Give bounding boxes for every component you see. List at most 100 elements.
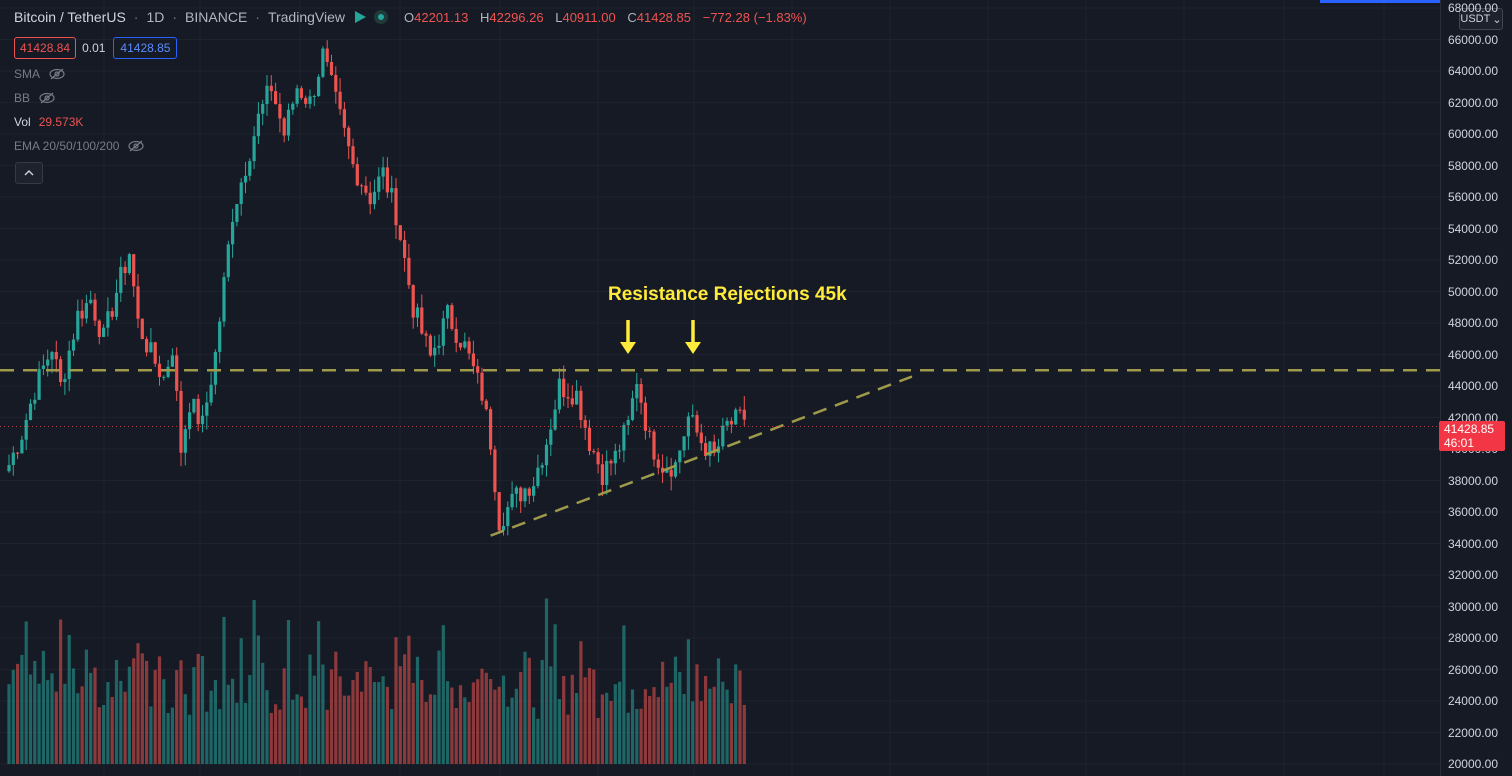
volume-bar	[170, 707, 174, 764]
volume-bar	[278, 709, 282, 764]
candle-body	[471, 353, 475, 367]
candle-body	[7, 464, 11, 472]
volume-bar	[501, 675, 506, 764]
volume-bar	[261, 662, 265, 764]
candle-body	[575, 390, 579, 405]
volume-bar	[544, 598, 549, 764]
candle-body	[351, 146, 355, 165]
symbol-name[interactable]: Bitcoin / TetherUS	[14, 9, 126, 25]
volume-bar	[596, 718, 600, 764]
volume-bar	[347, 695, 351, 764]
indicator-volume[interactable]: Vol 29.573K	[14, 115, 83, 129]
volume-bar	[510, 697, 514, 764]
volume-bar	[153, 669, 157, 764]
interval-label[interactable]: 1D	[146, 9, 165, 25]
candle-body	[364, 185, 368, 193]
indicator-volume-value: 29.573K	[38, 115, 84, 129]
volume-bar	[196, 653, 200, 764]
volume-bar	[351, 680, 355, 764]
currency-select[interactable]: USDT ⌄	[1459, 8, 1503, 30]
candle-body	[695, 415, 699, 433]
volume-bar	[446, 681, 450, 764]
resistance-annotation[interactable]: Resistance Rejections 45k	[608, 284, 847, 305]
volume-bar	[360, 691, 364, 764]
candle-body	[80, 310, 84, 319]
candle-body	[665, 469, 669, 473]
candle-body	[398, 225, 402, 240]
candle-body	[622, 425, 626, 451]
price-axis-label: 58000.00	[1447, 158, 1498, 173]
volume-bar	[433, 694, 437, 764]
collapse-legend-button[interactable]	[15, 162, 43, 184]
volume-bar	[102, 704, 106, 764]
price-axis-label: 60000.00	[1447, 127, 1498, 141]
volume-bar	[540, 660, 544, 764]
flag-icon[interactable]	[355, 11, 366, 23]
candle-body	[738, 409, 742, 411]
candle-body	[24, 419, 28, 440]
volume-bar	[471, 682, 475, 764]
candle-body	[71, 339, 76, 351]
volume-bar	[162, 679, 166, 764]
volume-bar	[308, 654, 312, 764]
volume-bar	[364, 661, 368, 764]
buy-price-button[interactable]: 41428.85	[113, 37, 178, 59]
eye-hidden-icon[interactable]	[127, 140, 145, 152]
last-price-value: 41428.85	[1444, 422, 1495, 436]
volume-bar	[566, 714, 570, 764]
candle-body	[523, 488, 527, 502]
volume-bar	[80, 686, 84, 764]
volume-bar	[145, 660, 149, 764]
volume-bar	[97, 707, 101, 764]
indicator-bb-label: BB	[14, 91, 31, 105]
candle-body	[188, 412, 192, 430]
market-status-icon[interactable]	[374, 10, 388, 24]
price-axis-label: 48000.00	[1447, 316, 1498, 330]
volume-bar	[175, 670, 179, 764]
candle-body	[252, 136, 256, 162]
candle-body	[218, 321, 222, 352]
volume-bar	[222, 616, 226, 764]
volume-bar	[37, 683, 41, 764]
candle-body	[519, 487, 523, 502]
candle-body	[265, 85, 269, 105]
candle-body	[226, 244, 230, 278]
candle-body	[286, 109, 291, 136]
candle-body	[231, 221, 235, 245]
volume-bar	[489, 679, 493, 764]
volume-bar	[304, 707, 308, 764]
price-axis-label: 54000.00	[1447, 221, 1498, 236]
indicator-ema[interactable]: EMA 20/50/100/200	[14, 139, 145, 153]
candle-body	[377, 176, 381, 192]
volume-bar	[338, 676, 342, 764]
volume-bar	[454, 708, 458, 764]
volume-bar	[562, 675, 566, 764]
volume-bar	[712, 686, 716, 764]
indicator-bb[interactable]: BB	[14, 91, 56, 105]
eye-hidden-icon[interactable]	[48, 68, 66, 80]
candle-body	[196, 398, 200, 425]
sell-price-button[interactable]: 41428.84	[14, 37, 77, 59]
candle-body	[437, 345, 441, 348]
candle-body	[544, 444, 549, 466]
indicator-sma[interactable]: SMA	[14, 67, 66, 81]
candle-body	[200, 415, 205, 425]
volume-bar	[46, 680, 50, 764]
volume-bar	[41, 650, 45, 764]
volume-bar	[329, 669, 334, 764]
candle-body	[205, 402, 209, 416]
ohlc-values: O42201.13 H42296.26 L40911.00 C41428.85 …	[404, 10, 815, 25]
volume-bar	[119, 680, 123, 764]
separator: ·	[133, 9, 139, 25]
volume-bar	[89, 672, 93, 764]
candle-body	[704, 443, 708, 456]
volume-bar	[140, 653, 144, 764]
quote-row: 41428.84 0.01 41428.85	[14, 37, 178, 59]
candle-body	[501, 526, 506, 531]
volume-bar	[205, 711, 209, 764]
volume-bar	[256, 635, 260, 764]
candle-body	[583, 420, 587, 428]
eye-hidden-icon[interactable]	[38, 92, 56, 104]
volume-bar	[450, 687, 454, 764]
